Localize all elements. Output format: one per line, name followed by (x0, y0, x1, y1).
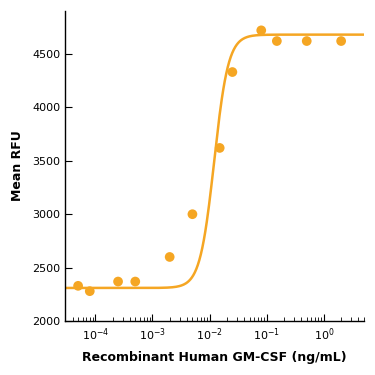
Point (304, 38, 310, 44)
Point (87, 288, 93, 294)
Point (217, 145, 223, 151)
Point (258, 27, 264, 33)
Point (115, 279, 121, 285)
Point (166, 254, 172, 260)
X-axis label: Recombinant Human GM-CSF (ng/mL): Recombinant Human GM-CSF (ng/mL) (82, 351, 347, 364)
Point (132, 279, 138, 285)
Y-axis label: Mean RFU: Mean RFU (11, 131, 24, 201)
Point (75, 283, 81, 289)
Point (274, 38, 280, 44)
Point (230, 69, 236, 75)
Point (338, 38, 344, 44)
Point (189, 211, 195, 217)
